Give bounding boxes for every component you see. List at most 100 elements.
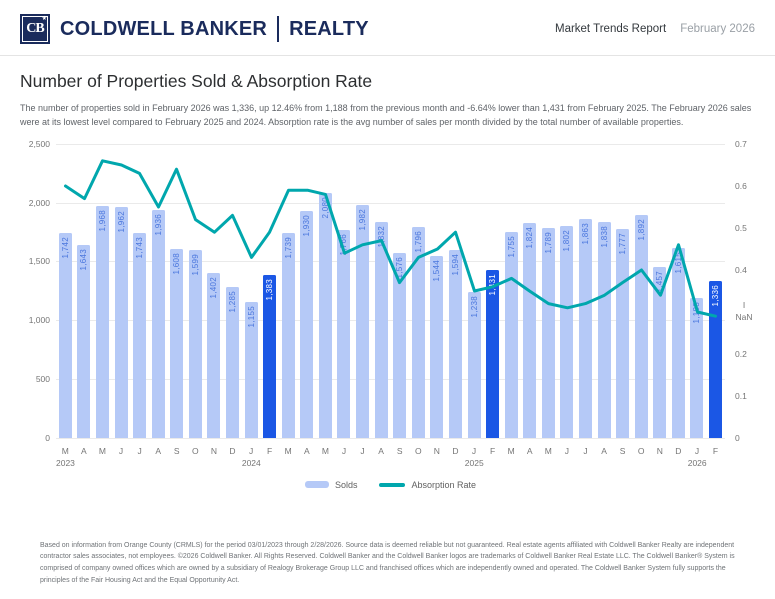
bar-column: 1,802 xyxy=(558,144,577,438)
x-axis-year-label xyxy=(372,458,391,468)
bar-column: 1,766 xyxy=(335,144,354,438)
x-axis-year-label xyxy=(576,458,595,468)
brand-suffix: REALTY xyxy=(289,17,369,40)
absorption-rate-swatch-icon xyxy=(379,482,406,487)
solds-bar: 1,739 xyxy=(281,233,295,438)
y-axis-right-tick: 0.6 xyxy=(735,180,747,191)
bar-value-label: 1,188 xyxy=(692,302,702,324)
report-body: Number of Properties Sold & Absorption R… xyxy=(0,71,775,586)
bar-value-label: 1,155 xyxy=(246,306,256,328)
solds-bar: 1,608 xyxy=(170,248,184,438)
solds-bar: 1,892 xyxy=(634,215,648,438)
bar-column: 1,777 xyxy=(613,144,632,438)
bar-value-label: 1,608 xyxy=(172,252,182,275)
x-axis-month-label: D xyxy=(452,445,459,456)
legend-label-solds: Solds xyxy=(334,479,358,490)
bar-column: 1,576 xyxy=(390,144,409,438)
bar-value-label: 1,739 xyxy=(283,237,293,259)
bar-value-label: 1,824 xyxy=(525,227,535,249)
x-axis-month-label: J xyxy=(118,445,124,456)
x-axis-month-label: F xyxy=(267,445,273,456)
chart-description: The number of properties sold in Februar… xyxy=(20,103,752,127)
bar-column: 1,936 xyxy=(149,144,168,438)
solds-bar: 1,238 xyxy=(467,292,481,438)
x-axis-year-label: 2024 xyxy=(241,457,261,468)
x-axis-year-label: 2025 xyxy=(464,457,484,468)
x-axis-month-label: O xyxy=(192,445,199,456)
bar-column: 1,615 xyxy=(669,144,688,438)
bar-value-label: 1,766 xyxy=(339,234,349,256)
bar-value-label: 1,431 xyxy=(488,273,498,296)
y-axis-right-tick: 0.1 xyxy=(735,390,747,401)
x-axis-year-label xyxy=(558,458,577,468)
solds-bar: 1,755 xyxy=(504,231,518,438)
solds-bar: 1,832 xyxy=(374,222,388,438)
x-axis-year-label xyxy=(75,458,94,468)
solds-bar: 1,743 xyxy=(133,232,147,438)
solds-bar: 1,742 xyxy=(58,233,72,438)
solds-bar-highlight: 1,383 xyxy=(263,275,277,438)
bar-column: 1,796 xyxy=(409,144,428,438)
y-axis-left-tick: 2,000 xyxy=(28,197,50,208)
solds-bar: 1,188 xyxy=(690,298,704,438)
bar-value-label: 1,789 xyxy=(543,231,553,254)
solds-bar-highlight: 1,336 xyxy=(709,280,723,438)
x-axis-year-label xyxy=(521,458,540,468)
x-axis-year-label xyxy=(632,458,651,468)
x-axis-month-label: O xyxy=(637,445,645,456)
bar-value-label: 1,743 xyxy=(135,236,145,259)
y-axis-right-tick: 0.4 xyxy=(735,264,747,275)
x-axis-year-label xyxy=(149,458,168,468)
logo-monogram: CB xyxy=(22,16,48,42)
report-period: February 2026 xyxy=(680,23,755,35)
x-axis-year-label xyxy=(354,458,373,468)
solds-bar: 1,838 xyxy=(597,221,611,438)
x-axis-year-label xyxy=(409,458,428,468)
solds-bar: 1,576 xyxy=(393,252,407,438)
chart-legend: Solds Absorption Rate xyxy=(56,480,725,490)
solds-bar: 1,643 xyxy=(77,244,91,438)
coldwell-banker-brand: CB ★ COLDWELL BANKER REALTY xyxy=(20,14,369,44)
x-axis-month-label: J xyxy=(137,445,142,456)
gridline xyxy=(56,143,725,145)
x-axis-month-label: J xyxy=(471,445,477,456)
x-axis-year-label xyxy=(186,458,205,468)
bar-column: 1,594 xyxy=(446,144,465,438)
x-axis-month-label: M xyxy=(98,445,106,456)
bar-value-label: 1,802 xyxy=(562,229,572,252)
solds-bar: 1,615 xyxy=(671,247,685,438)
bar-column: 1,608 xyxy=(167,144,186,438)
x-axis-month-label: M xyxy=(321,445,329,456)
x-axis-year-label xyxy=(669,458,688,468)
bar-value-label: 1,755 xyxy=(506,235,516,258)
bar-column: 1,930 xyxy=(298,144,317,438)
bar-value-label: 1,285 xyxy=(227,290,237,313)
x-axis-month-label: M xyxy=(507,445,515,456)
report-header: CB ★ COLDWELL BANKER REALTY Market Trend… xyxy=(0,0,775,55)
legend-item-absorption-rate: Absorption Rate xyxy=(379,480,476,490)
bar-value-label: 1,832 xyxy=(376,226,386,248)
x-axis-month-label: F xyxy=(712,445,719,456)
x-axis-year-labels: 2023 2024 2025 2026 xyxy=(56,458,725,468)
x-axis-year-label xyxy=(428,458,447,468)
bar-column: 1,402 xyxy=(205,144,224,438)
bar-column: 1,336 xyxy=(706,144,725,438)
x-axis-year-label: 2026 xyxy=(687,457,707,468)
x-axis-month-label: F xyxy=(489,445,496,456)
plot-area: 1,742 1,643 1,968 1,962 1,743 1,936 1,608 1,599… xyxy=(56,143,725,439)
solds-bar: 1,777 xyxy=(616,228,630,438)
bar-value-label: 1,615 xyxy=(673,251,683,274)
y-axis-right-tick: 0.2 xyxy=(735,348,747,359)
y-axis-right: 0.7 0.6 0.5 0.4 I NaN 0.2 0.1 0 xyxy=(727,139,755,443)
y-axis-left-tick: 2,500 xyxy=(28,138,50,149)
y-axis-left-tick: 500 xyxy=(35,374,50,385)
bar-value-label: 1,968 xyxy=(97,210,107,232)
y-axis-right-tick: 0.5 xyxy=(735,222,747,233)
x-axis-month-label: J xyxy=(583,445,588,456)
x-axis-year-label xyxy=(261,458,280,468)
solds-bar: 1,789 xyxy=(541,227,555,438)
solds-bar: 1,796 xyxy=(411,226,425,438)
x-axis-month-label: N xyxy=(433,445,440,456)
bar-value-label: 1,457 xyxy=(655,270,665,293)
x-axis-month-label: O xyxy=(414,445,422,456)
